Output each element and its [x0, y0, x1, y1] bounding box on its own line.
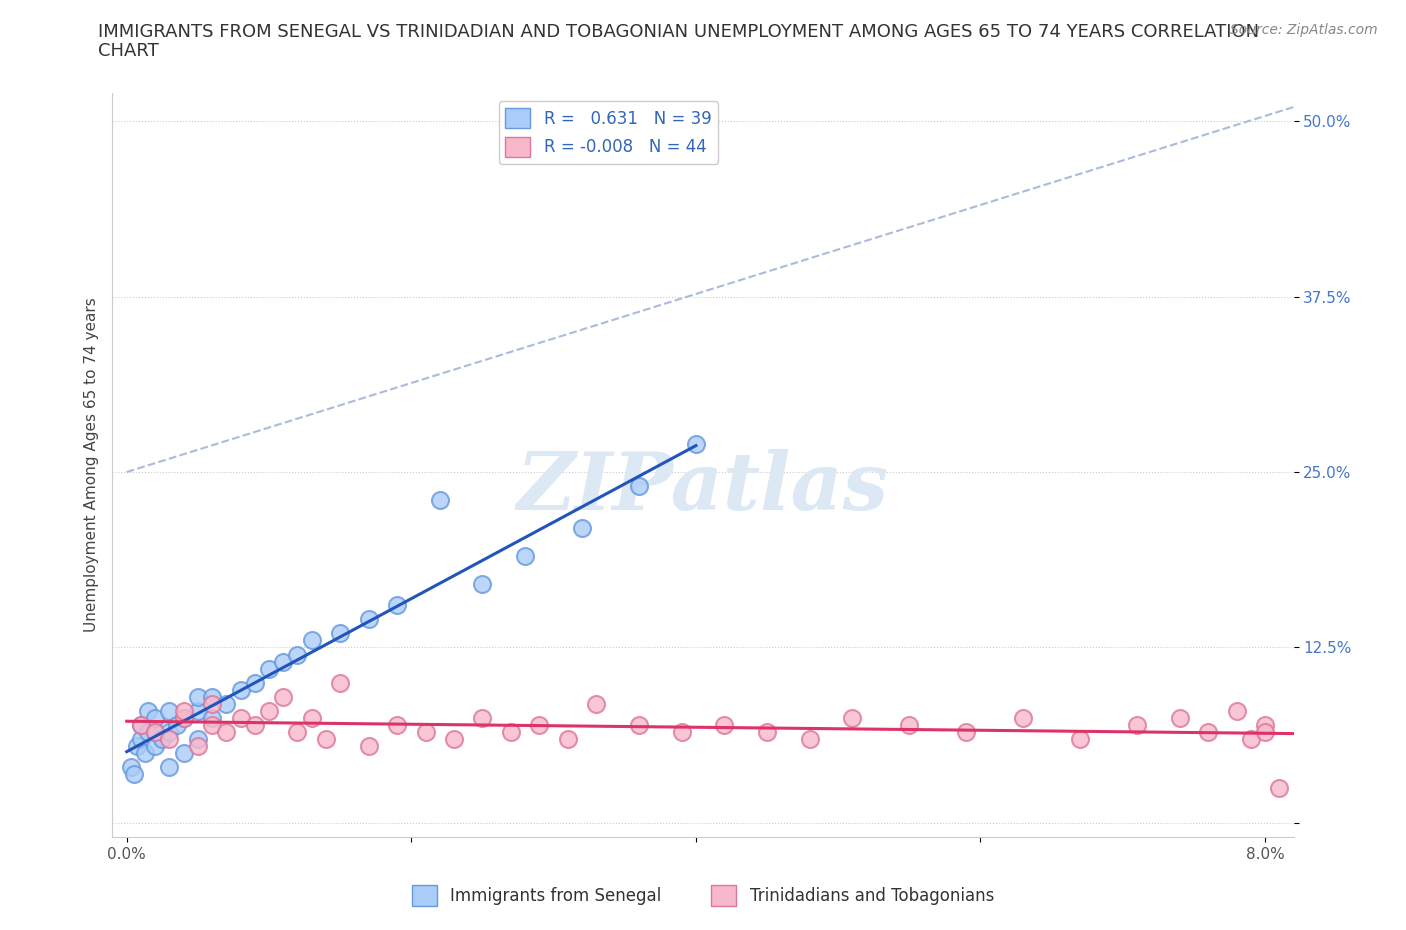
Point	[215, 697, 238, 711]
Point	[243, 675, 266, 690]
Point	[799, 731, 821, 746]
Point	[157, 724, 180, 739]
Point	[187, 689, 209, 704]
Point	[136, 724, 159, 739]
Point	[134, 745, 156, 760]
Point	[529, 717, 551, 732]
Point	[415, 724, 437, 739]
Point	[571, 521, 593, 536]
Point	[120, 760, 142, 775]
Point	[157, 760, 180, 775]
Point	[898, 717, 921, 732]
Point	[499, 724, 522, 739]
Point	[1126, 717, 1149, 732]
Point	[357, 738, 380, 753]
Point	[301, 633, 323, 648]
Point	[557, 731, 579, 746]
Point	[157, 703, 180, 718]
Point	[143, 724, 166, 739]
Text: IMMIGRANTS FROM SENEGAL VS TRINIDADIAN AND TOBAGONIAN UNEMPLOYMENT AMONG AGES 65: IMMIGRANTS FROM SENEGAL VS TRINIDADIAN A…	[98, 23, 1260, 41]
Point	[627, 717, 650, 732]
Point	[173, 711, 195, 725]
Point	[756, 724, 779, 739]
Point	[150, 731, 173, 746]
Point	[201, 689, 224, 704]
Text: CHART: CHART	[98, 42, 159, 60]
Point	[385, 717, 408, 732]
Point	[585, 697, 607, 711]
Point	[429, 493, 451, 508]
Point	[1197, 724, 1219, 739]
Point	[187, 731, 209, 746]
Point	[143, 724, 166, 739]
Point	[713, 717, 735, 732]
Point	[1069, 731, 1091, 746]
Point	[229, 711, 252, 725]
Point	[287, 647, 309, 662]
Point	[143, 738, 166, 753]
Point	[187, 703, 209, 718]
Legend: R =   0.631   N = 39, R = -0.008   N = 44: R = 0.631 N = 39, R = -0.008 N = 44	[499, 101, 718, 164]
Point	[671, 724, 693, 739]
Point	[201, 711, 224, 725]
Point	[173, 703, 195, 718]
Point	[243, 717, 266, 732]
Point	[627, 479, 650, 494]
Point	[129, 731, 152, 746]
Point	[143, 711, 166, 725]
Point	[315, 731, 337, 746]
Point	[1268, 780, 1291, 795]
Y-axis label: Unemployment Among Ages 65 to 74 years: Unemployment Among Ages 65 to 74 years	[83, 298, 98, 632]
Point	[1254, 724, 1277, 739]
Point	[166, 717, 188, 732]
Point	[136, 703, 159, 718]
Point	[1226, 703, 1249, 718]
Point	[685, 436, 707, 451]
Point	[229, 683, 252, 698]
Point	[955, 724, 977, 739]
Point	[329, 626, 352, 641]
Point	[271, 654, 294, 669]
Point	[257, 703, 280, 718]
Point	[201, 717, 224, 732]
Point	[471, 577, 494, 591]
Point	[157, 731, 180, 746]
Point	[201, 697, 224, 711]
Point	[841, 711, 863, 725]
Point	[173, 745, 195, 760]
Point	[187, 738, 209, 753]
Point	[173, 711, 195, 725]
Point	[215, 724, 238, 739]
Point	[271, 689, 294, 704]
Point	[1240, 731, 1263, 746]
Point	[1254, 717, 1277, 732]
Text: Source: ZipAtlas.com: Source: ZipAtlas.com	[1230, 23, 1378, 37]
Point	[357, 612, 380, 627]
Text: ZIPatlas: ZIPatlas	[517, 448, 889, 526]
Point	[129, 717, 152, 732]
Point	[122, 766, 145, 781]
Point	[513, 549, 536, 564]
Point	[129, 717, 152, 732]
Point	[1012, 711, 1035, 725]
Point	[443, 731, 465, 746]
Point	[257, 661, 280, 676]
Point	[1168, 711, 1191, 725]
Point	[329, 675, 352, 690]
Point	[125, 738, 148, 753]
Point	[385, 598, 408, 613]
Point	[287, 724, 309, 739]
Point	[301, 711, 323, 725]
Point	[471, 711, 494, 725]
Legend: Immigrants from Senegal, Trinidadians and Tobagonians: Immigrants from Senegal, Trinidadians an…	[405, 879, 1001, 912]
